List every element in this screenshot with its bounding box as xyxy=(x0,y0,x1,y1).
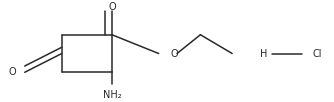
Text: NH₂: NH₂ xyxy=(103,90,121,100)
Text: H: H xyxy=(260,49,267,59)
Text: O: O xyxy=(108,2,116,12)
Text: O: O xyxy=(8,67,16,77)
Text: Cl: Cl xyxy=(312,49,322,59)
Text: O: O xyxy=(170,49,178,59)
